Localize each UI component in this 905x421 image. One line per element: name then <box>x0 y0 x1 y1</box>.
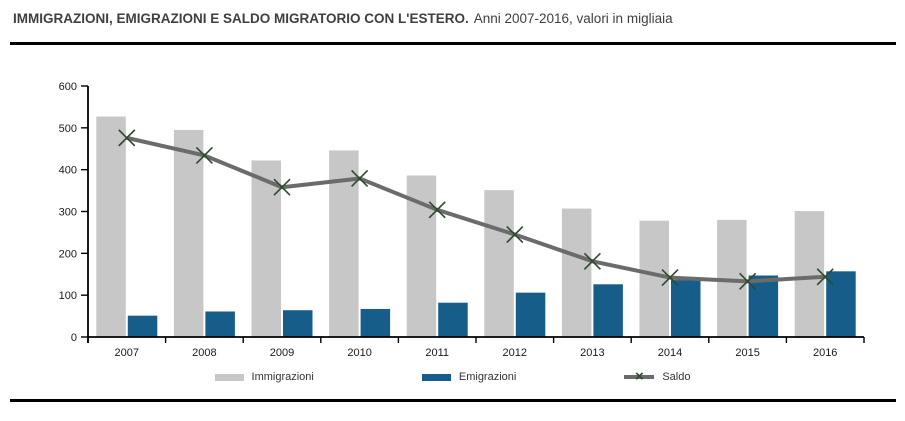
saldo-marker-2015 <box>739 272 757 290</box>
saldo-marker-2012 <box>506 225 524 244</box>
x-axis-label-2011: 2011 <box>425 347 449 359</box>
chart-header: IMMIGRAZIONI, EMIGRAZIONI E SALDO MIGRAT… <box>13 11 892 26</box>
legend-label-immigrazioni: Immigrazioni <box>251 371 314 383</box>
saldo-marker-2013 <box>583 252 601 270</box>
legend-item-immigrazioni: Immigrazioni <box>214 371 314 383</box>
bar-immigrazioni-2009 <box>251 160 281 337</box>
y-axis-label-400: 400 <box>59 165 77 177</box>
bar-emigrazioni-2014 <box>671 280 701 337</box>
saldo-marker-2008 <box>195 146 213 165</box>
saldo-marker-2007 <box>118 129 136 147</box>
bar-immigrazioni-2007 <box>96 116 126 337</box>
chart-title: IMMIGRAZIONI, EMIGRAZIONI E SALDO MIGRAT… <box>13 11 469 26</box>
legend-item-emigrazioni: Emigrazioni <box>421 371 517 383</box>
y-axis-label-200: 200 <box>59 248 77 260</box>
x-axis-label-2007: 2007 <box>115 347 139 359</box>
bar-immigrazioni-2012 <box>484 190 514 337</box>
saldo-line <box>126 135 826 284</box>
immigrazioni-swatch-icon <box>214 373 244 381</box>
x-axis-label-2015: 2015 <box>735 347 759 359</box>
bar-emigrazioni-2011 <box>438 302 468 337</box>
x-axis-label-2010: 2010 <box>347 347 371 359</box>
bar-emigrazioni-2007 <box>127 315 158 337</box>
migration-chart: 0 100 200 300 400 500 600 2007 2008 2009 2010 2011 2… <box>59 81 865 359</box>
x-axis-label-2012: 2012 <box>503 347 527 359</box>
saldo-marker-2010 <box>351 169 369 188</box>
bar-emigrazioni-2010 <box>360 308 391 337</box>
saldo-marker-2014 <box>661 269 679 287</box>
legend-label-saldo: Saldo <box>662 371 691 383</box>
x-axis-label-2008: 2008 <box>192 347 216 359</box>
bar-immigrazioni-2016 <box>794 211 825 337</box>
x-axis-label-2009: 2009 <box>270 347 294 359</box>
bar-emigrazioni-2013 <box>593 284 623 337</box>
bar-immigrazioni-2013 <box>561 208 592 337</box>
saldo-marker-2011 <box>428 201 446 219</box>
x-axis-label-2016: 2016 <box>813 347 837 359</box>
saldo-marker-2009 <box>273 178 291 196</box>
bar-emigrazioni-2008 <box>205 311 235 337</box>
bar-emigrazioni-2012 <box>515 292 546 337</box>
bar-emigrazioni-2009 <box>283 310 313 337</box>
chart-legend: Immigrazioni Emigrazioni Saldo <box>0 370 905 384</box>
x-axis-label-2014: 2014 <box>658 347 682 359</box>
y-axis-label-300: 300 <box>59 207 77 219</box>
y-axis-label-600: 600 <box>59 81 77 93</box>
top-divider <box>10 42 896 45</box>
bottom-divider <box>10 399 896 402</box>
saldo-line-marker-icon <box>624 370 655 384</box>
y-axis-label-100: 100 <box>59 290 77 302</box>
y-axis-label-0: 0 <box>71 332 77 344</box>
bar-emigrazioni-2015 <box>748 275 779 337</box>
emigrazioni-swatch-icon <box>421 373 451 381</box>
x-axis-label-2013: 2013 <box>580 347 604 359</box>
legend-label-emigrazioni: Emigrazioni <box>458 371 517 383</box>
bar-immigrazioni-2008 <box>173 129 204 337</box>
saldo-marker-2016 <box>816 268 834 286</box>
y-axis-label-500: 500 <box>59 123 77 135</box>
legend-item-saldo: Saldo <box>624 370 690 384</box>
bar-immigrazioni-2014 <box>639 220 669 337</box>
chart-subtitle: Anni 2007-2016, valori in migliaia <box>473 11 673 26</box>
